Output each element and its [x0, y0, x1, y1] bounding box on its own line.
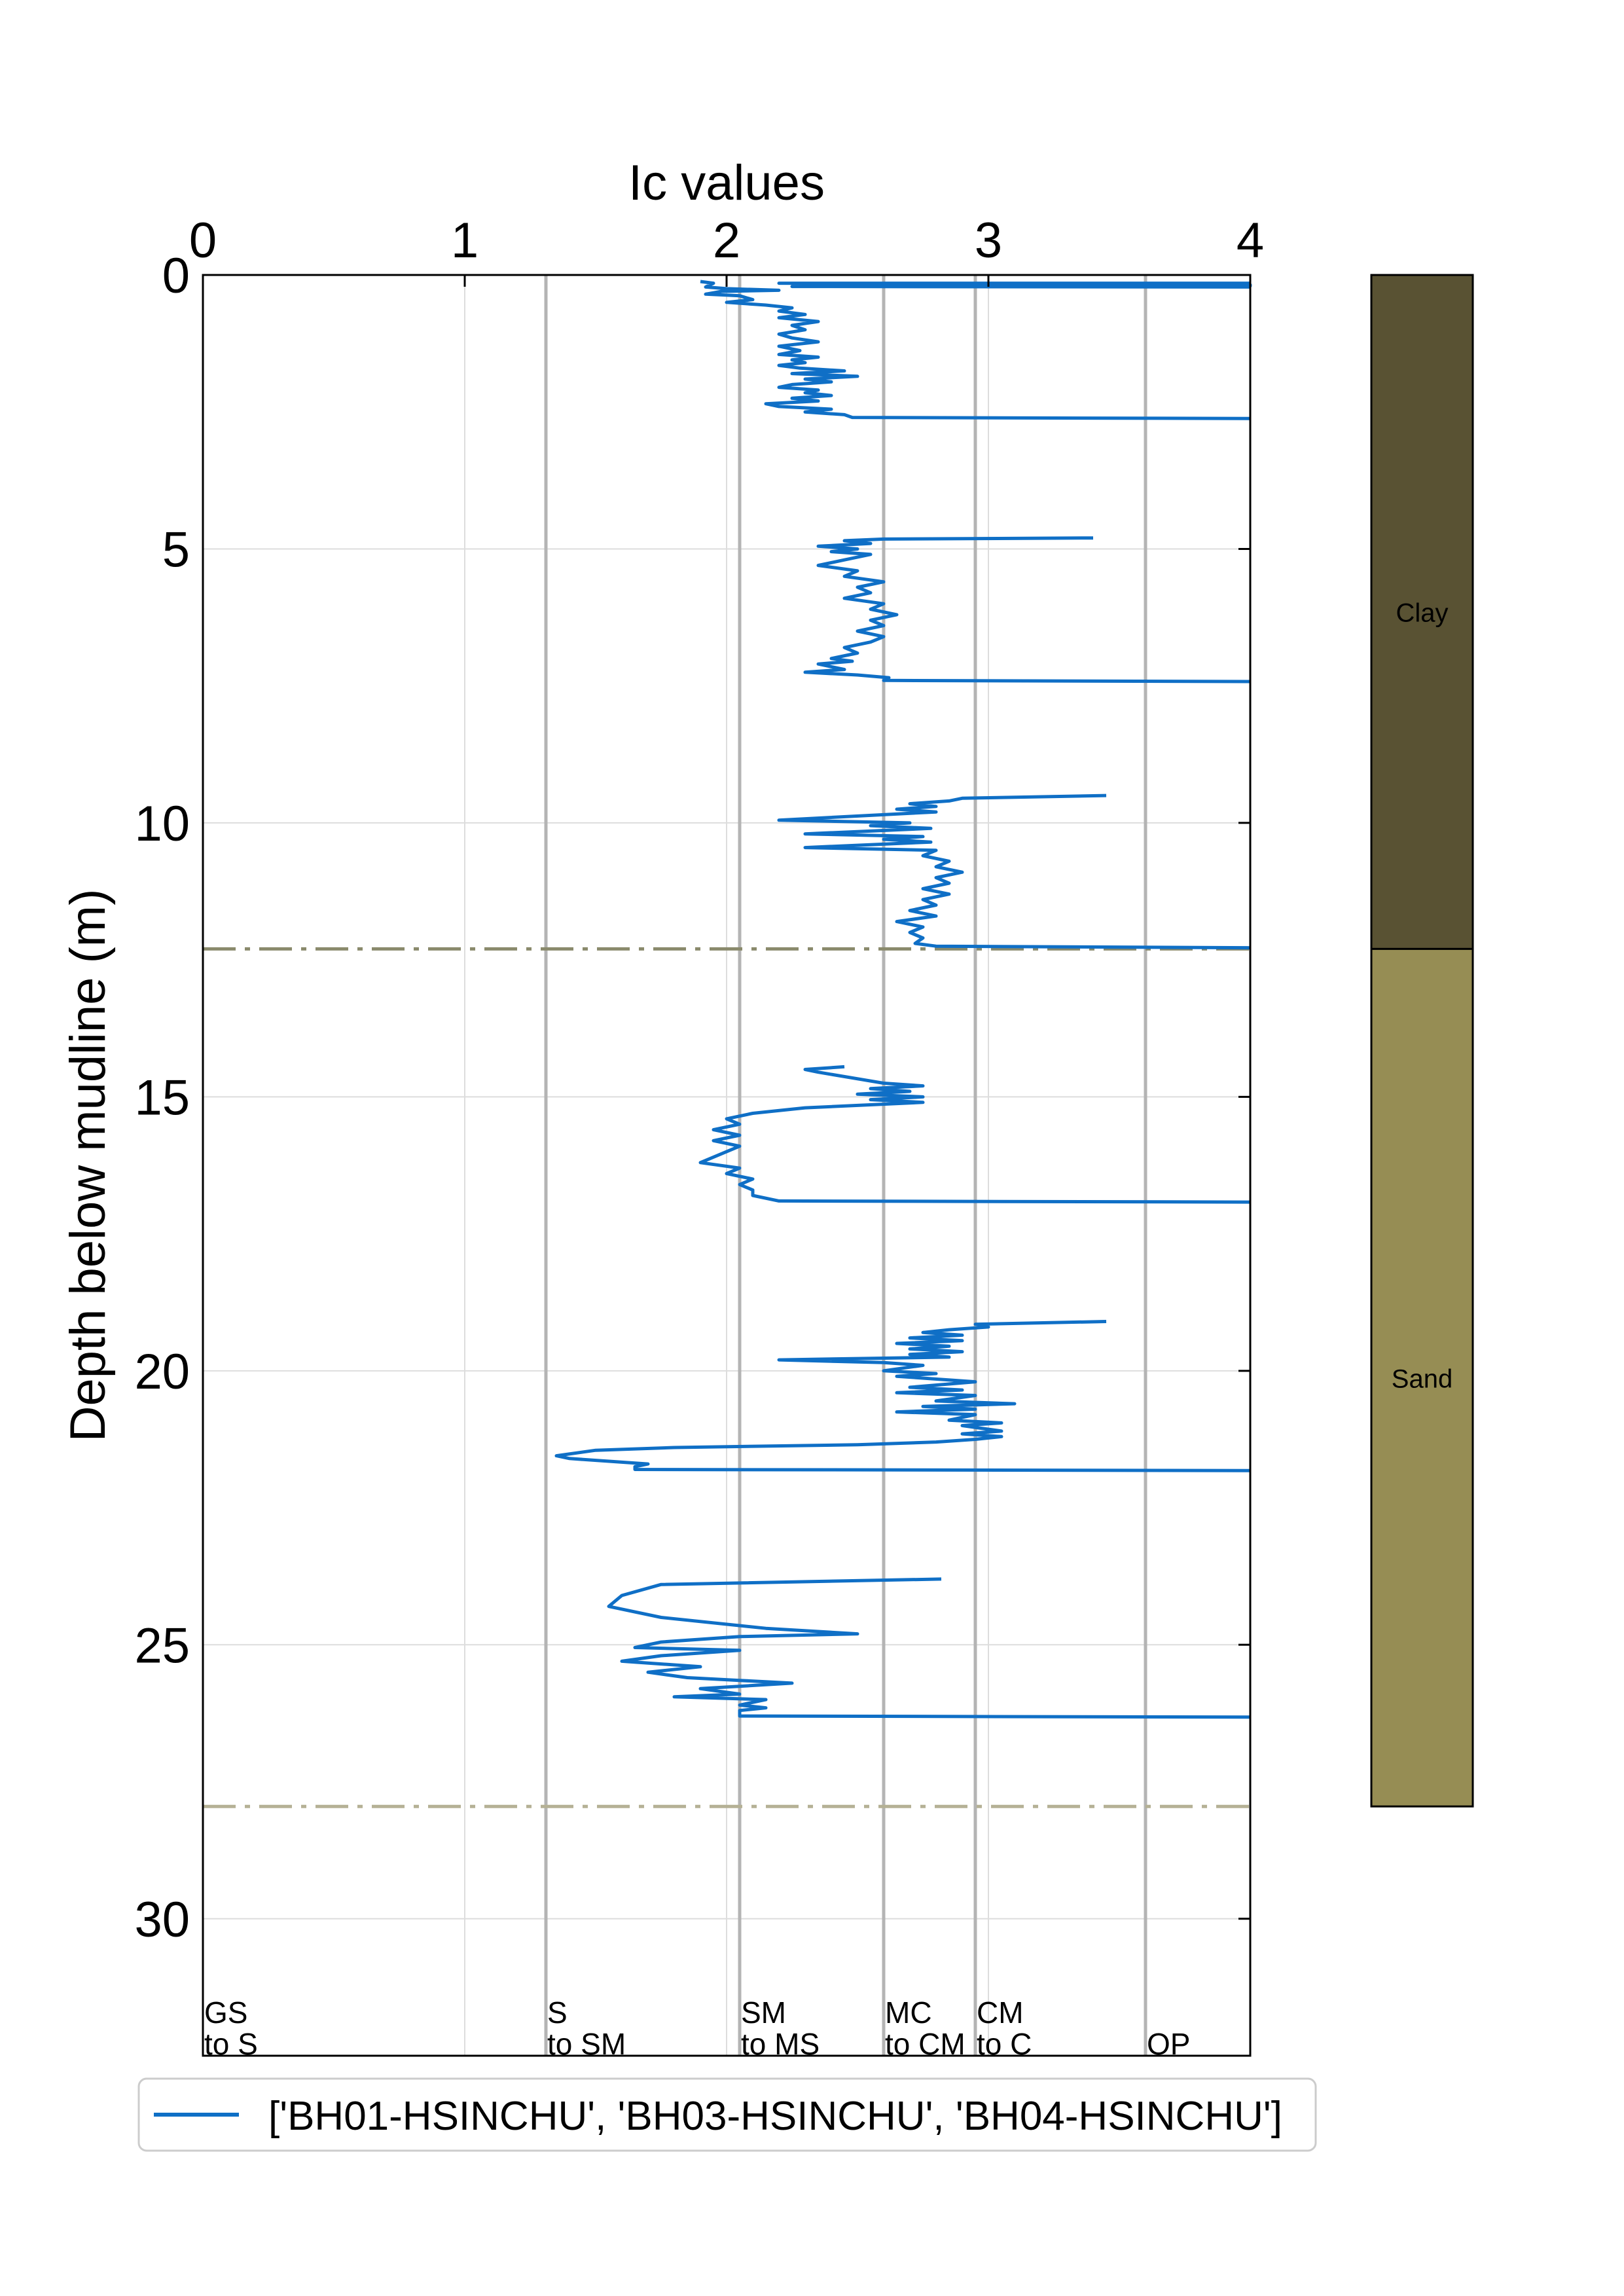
zone-label-bottom: to CM	[885, 2027, 965, 2061]
x-tick-label: 2	[713, 213, 740, 268]
soil-layer-label: Sand	[1392, 1364, 1453, 1393]
soil-layer-boundaries	[203, 947, 1250, 1808]
zone-label-top: SM	[741, 1995, 786, 2030]
series-line	[607, 1577, 1251, 1719]
y-tick-label: 15	[134, 1070, 190, 1125]
ic-series	[554, 280, 1252, 1719]
zone-label-bottom: OP	[1147, 2027, 1190, 2061]
soil-layer-label: Clay	[1396, 599, 1448, 628]
soil-layer-block	[1370, 947, 1474, 1808]
y-tick-label: 25	[134, 1618, 190, 1673]
y-tick-label: 10	[134, 796, 190, 852]
y-tick-label: 30	[134, 1892, 190, 1948]
soil-column: Clay Sand	[1370, 274, 1474, 1808]
y-tick-label: 5	[162, 522, 190, 577]
zone-label-top: S	[547, 1995, 568, 2030]
y-tick-label: 20	[134, 1344, 190, 1400]
y-axis-title: Depth below mudline (m)	[60, 889, 116, 1442]
series-line	[700, 280, 1251, 420]
series-line	[803, 536, 1251, 683]
zone-label-bottom: to C	[977, 2027, 1032, 2061]
series-line	[554, 1320, 1251, 1472]
zone-label-top: CM	[977, 1995, 1024, 2030]
x-tick-label: 1	[451, 213, 478, 268]
x-tick-label: 4	[1236, 213, 1264, 268]
y-tick-label: 0	[162, 248, 190, 304]
axis-ticks: 0 1 2 3 4 0 5 10 15 20 25 30	[134, 213, 1264, 1948]
series-line	[777, 793, 1251, 950]
zone-label-top: GS	[204, 1995, 247, 2030]
zone-boundary-lines	[544, 275, 1147, 2056]
zone-label-top: MC	[885, 1995, 932, 2030]
series-line	[777, 282, 1252, 289]
legend-label: ['BH01-HSINCHU', 'BH03-HSINCHU', 'BH04-H…	[268, 2094, 1282, 2139]
legend: ['BH01-HSINCHU', 'BH03-HSINCHU', 'BH04-H…	[137, 2077, 1317, 2152]
zone-label-bottom: to MS	[741, 2027, 820, 2061]
x-tick-label: 3	[975, 213, 1002, 268]
x-axis-title: Ic values	[628, 155, 825, 211]
x-tick-label: 0	[189, 213, 217, 268]
legend-box	[137, 2077, 1317, 2152]
soil-layer-block	[1370, 274, 1474, 950]
zone-label-bottom: to S	[204, 2027, 258, 2061]
series-line	[698, 1065, 1251, 1204]
zone-label-bottom: to SM	[547, 2027, 626, 2061]
